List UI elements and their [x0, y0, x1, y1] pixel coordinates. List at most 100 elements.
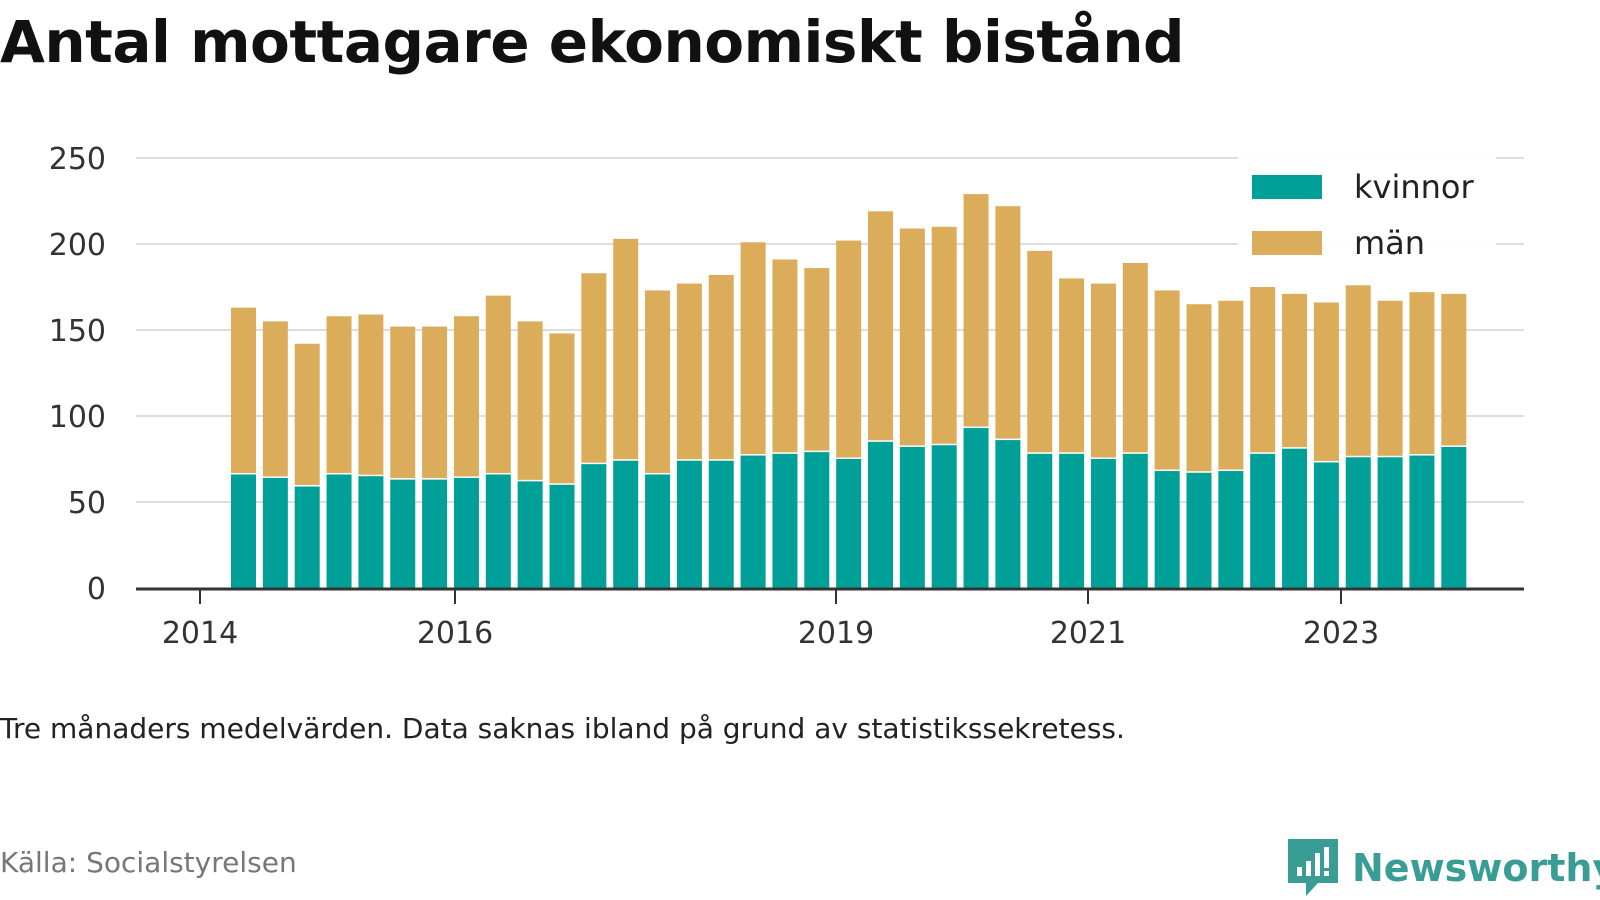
y-axis-ticks: 0 50 100 150 200 250: [49, 142, 106, 607]
bar-kvinnor: [1218, 471, 1244, 588]
bar-kvinnor: [485, 474, 511, 588]
bar-man: [1409, 292, 1435, 455]
bar-man: [453, 316, 479, 477]
chart-note: Tre månaders medelvärden. Data saknas ib…: [0, 712, 1125, 745]
bar-kvinnor: [995, 440, 1021, 588]
source-text: Källa: Socialstyrelsen: [0, 846, 297, 879]
bar-kvinnor: [1313, 462, 1339, 588]
bar-man: [1377, 300, 1403, 456]
bar-kvinnor: [868, 441, 893, 588]
bar-kvinnor: [676, 460, 702, 588]
bars: [231, 194, 1467, 588]
bar-man: [772, 259, 798, 453]
bar-kvinnor: [1377, 457, 1403, 588]
bar-man: [1218, 300, 1244, 470]
bar-kvinnor: [1090, 459, 1116, 588]
x-tick-label: 2021: [1050, 616, 1126, 651]
bar-kvinnor: [1441, 446, 1467, 588]
legend-swatch-kvinnor: [1252, 175, 1322, 199]
legend-swatch-man: [1252, 231, 1322, 255]
bar-man: [1090, 283, 1116, 458]
bar-man: [645, 290, 671, 473]
y-tick-label: 200: [49, 228, 106, 263]
bar-kvinnor: [422, 479, 448, 588]
bar-kvinnor: [963, 428, 989, 588]
bar-kvinnor: [549, 484, 575, 588]
bar-man: [708, 274, 734, 460]
bar-kvinnor: [390, 479, 416, 588]
bar-man: [931, 226, 957, 444]
bar-man: [517, 321, 543, 480]
bar-man: [1441, 293, 1467, 446]
bar-man: [1154, 290, 1180, 470]
bar-kvinnor: [1250, 453, 1276, 588]
bar-man: [836, 240, 862, 458]
bar-kvinnor: [931, 445, 957, 588]
legend-label-kvinnor: kvinnor: [1354, 168, 1475, 206]
bar-man: [995, 206, 1021, 439]
bar-kvinnor: [326, 474, 352, 588]
bar-man: [1250, 287, 1276, 453]
bar-kvinnor: [294, 486, 320, 588]
bar-kvinnor: [899, 446, 925, 588]
bar-kvinnor: [453, 477, 479, 588]
y-tick-label: 250: [49, 142, 106, 177]
bar-man: [485, 295, 511, 473]
chart-title: Antal mottagare ekonomiskt bistånd: [0, 8, 1185, 76]
bar-man: [1345, 285, 1371, 456]
bar-man: [294, 343, 320, 486]
bar-man: [868, 211, 893, 441]
bar-man: [1027, 250, 1053, 453]
bar-kvinnor: [1409, 455, 1435, 588]
bar-kvinnor: [358, 476, 384, 588]
x-tick-label: 2014: [162, 616, 238, 651]
bar-kvinnor: [645, 474, 671, 588]
bar-man: [1059, 278, 1085, 453]
bar-kvinnor: [613, 460, 639, 588]
bar-kvinnor: [1282, 448, 1308, 588]
bar-kvinnor: [1345, 457, 1371, 588]
bar-man: [1313, 302, 1339, 461]
bar-kvinnor: [740, 455, 766, 588]
newsworthy-logo-icon: [1288, 839, 1338, 896]
y-tick-label: 100: [49, 400, 106, 435]
bar-kvinnor: [231, 474, 256, 588]
bar-kvinnor: [581, 464, 607, 588]
x-tick-label: 2019: [798, 616, 874, 651]
stacked-bar-chart: 0 50 100 150 200 250 2014 2016 2019 2021 2023 kvi…: [49, 142, 1524, 651]
bar-kvinnor: [1154, 471, 1180, 588]
bar-man: [899, 228, 925, 446]
bar-kvinnor: [517, 481, 543, 588]
y-tick-label: 50: [68, 486, 106, 521]
brand-name: Newsworthy: [1352, 846, 1600, 890]
bar-man: [1282, 293, 1308, 448]
bar-man: [1122, 262, 1148, 453]
bar-man: [231, 307, 256, 473]
bar-man: [422, 326, 448, 479]
bar-man: [358, 314, 384, 475]
bar-kvinnor: [1027, 453, 1053, 588]
y-tick-label: 0: [87, 572, 106, 607]
x-axis-ticks: 2014 2016 2019 2021 2023: [136, 587, 1524, 651]
bar-kvinnor: [1122, 453, 1148, 588]
bar-kvinnor: [1059, 453, 1085, 588]
bar-kvinnor: [1186, 472, 1212, 588]
y-tick-label: 150: [49, 314, 106, 349]
bar-kvinnor: [708, 460, 734, 588]
bar-man: [676, 283, 702, 460]
bar-man: [262, 321, 288, 477]
x-tick-label: 2023: [1303, 616, 1379, 651]
bar-man: [1186, 304, 1212, 472]
bar-man: [326, 316, 352, 473]
bar-man: [581, 273, 607, 463]
bar-man: [963, 194, 989, 427]
bar-man: [549, 333, 575, 484]
brand-logo: Newsworthy: [1288, 838, 1600, 898]
bar-man: [804, 268, 830, 451]
x-tick-label: 2016: [417, 616, 493, 651]
bar-man: [390, 326, 416, 479]
legend-label-man: män: [1354, 224, 1425, 262]
bar-kvinnor: [836, 459, 862, 588]
bar-man: [740, 242, 766, 455]
bar-kvinnor: [804, 452, 830, 588]
